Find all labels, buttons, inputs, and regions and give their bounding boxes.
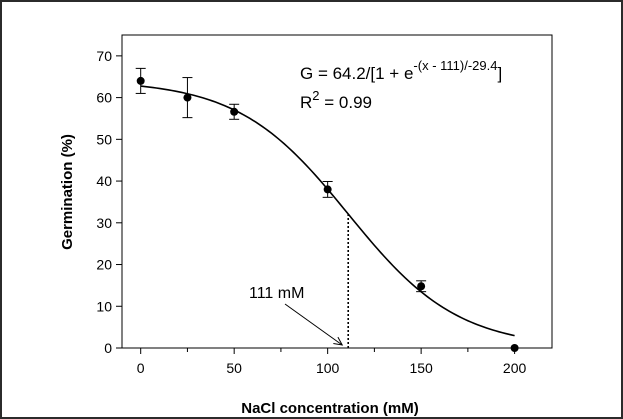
y-tick-label-70: 70 (96, 48, 112, 64)
y-axis-title: Germination (%) (59, 134, 76, 250)
y-tick-label-50: 50 (96, 131, 112, 147)
equation-suffix: ] (497, 64, 502, 83)
y-tick-label-40: 40 (96, 173, 112, 189)
r-squared-sup: 2 (312, 88, 319, 103)
annotation-arrow-head (333, 336, 344, 346)
data-point-0 (136, 76, 145, 85)
data-point-1 (183, 93, 192, 102)
equation-exponent: -(x - 111)/-29.4 (413, 58, 497, 73)
annotation-label: 111 mM (249, 285, 304, 302)
data-points (135, 67, 519, 352)
y-tick-label-30: 30 (96, 215, 112, 231)
equation: G = 64.2/[1 + e-(x - 111)/-29.4] R2 = 0.… (300, 58, 502, 112)
x-tick-label-150: 150 (409, 360, 433, 376)
fit-curve (140, 85, 515, 337)
x-axis: 0 50 100 150 200 (137, 348, 527, 376)
r-squared-value: = 0.99 (320, 93, 372, 112)
data-point-4 (417, 282, 426, 291)
equation-prefix: G = 64.2/[1 + e (300, 64, 413, 83)
y-axis: 0 10 20 30 40 50 60 70 (96, 48, 122, 356)
x-tick-label-50: 50 (226, 360, 242, 376)
x-axis-title: NaCl concentration (mM) (241, 400, 419, 417)
plot-area (121, 34, 553, 349)
y-tick-label-60: 60 (96, 90, 112, 106)
data-point-3 (323, 185, 332, 194)
r-squared-text: R2 = 0.99 (300, 88, 372, 112)
x-tick-label-100: 100 (316, 360, 340, 376)
y-tick-label-20: 20 (96, 257, 112, 273)
y-tick-label-10: 10 (96, 298, 112, 314)
y-tick-label-0: 0 (104, 340, 112, 356)
x-tick-label-0: 0 (137, 360, 145, 376)
annotation: 111 mM (249, 285, 344, 346)
data-point-5 (510, 344, 519, 352)
equation-text: G = 64.2/[1 + e-(x - 111)/-29.4] (300, 58, 502, 83)
data-point-2 (230, 107, 239, 116)
x-tick-label-200: 200 (503, 360, 527, 376)
annotation-arrow-line (284, 303, 343, 346)
r-squared-label: R (300, 93, 312, 112)
